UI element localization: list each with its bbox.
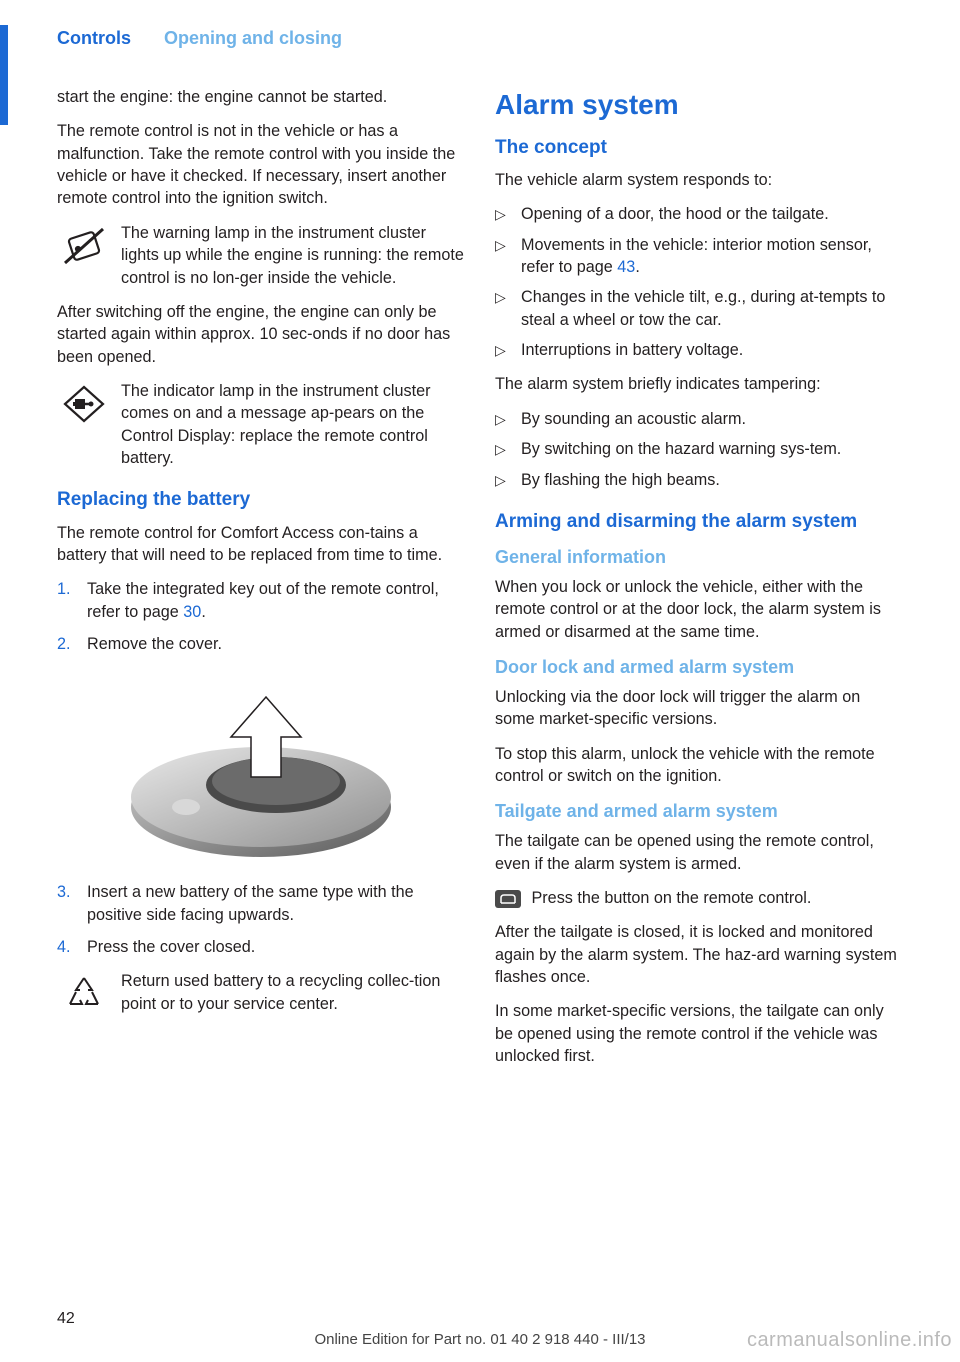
header-sub: Opening and closing bbox=[164, 28, 342, 48]
body-text: After the tailgate is closed, it is lock… bbox=[495, 921, 903, 988]
bullet-icon: ▷ bbox=[495, 469, 521, 491]
bullet-icon: ▷ bbox=[495, 408, 521, 430]
remote-cover-figure bbox=[57, 667, 465, 867]
list-item: 2. Remove the cover. bbox=[57, 633, 465, 655]
bullet-icon: ▷ bbox=[495, 286, 521, 331]
right-column: Alarm system The concept The vehicle ala… bbox=[495, 86, 903, 1079]
heading-general-info: General information bbox=[495, 545, 903, 570]
bullet-icon: ▷ bbox=[495, 339, 521, 361]
side-tab bbox=[0, 25, 8, 125]
step-text: Insert a new battery of the same type wi… bbox=[87, 881, 465, 926]
page-ref[interactable]: 30 bbox=[183, 603, 201, 621]
step-number: 3. bbox=[57, 881, 87, 926]
body-text: Unlocking via the door lock will trigger… bbox=[495, 686, 903, 731]
list-item: ▷Movements in the vehicle: interior moti… bbox=[495, 234, 903, 279]
step-number: 4. bbox=[57, 936, 87, 958]
body-text: The vehicle alarm system responds to: bbox=[495, 169, 903, 191]
page-header: Controls Opening and closing bbox=[57, 28, 342, 49]
body-text: In some market-specific versions, the ta… bbox=[495, 1000, 903, 1067]
recycle-icon bbox=[57, 970, 111, 1018]
steps-list-cont: 3. Insert a new battery of the same type… bbox=[57, 881, 465, 958]
bullet-icon: ▷ bbox=[495, 203, 521, 225]
warning-text: The warning lamp in the instrument clust… bbox=[121, 222, 465, 289]
list-item: ▷By flashing the high beams. bbox=[495, 469, 903, 491]
list-item: ▷Changes in the vehicle tilt, e.g., duri… bbox=[495, 286, 903, 331]
left-column: start the engine: the engine cannot be s… bbox=[57, 86, 465, 1079]
bullet-icon: ▷ bbox=[495, 438, 521, 460]
indicator-block: The indicator lamp in the instrument clu… bbox=[57, 380, 465, 469]
heading-alarm-system: Alarm system bbox=[495, 86, 903, 125]
heading-door-lock: Door lock and armed alarm system bbox=[495, 655, 903, 680]
step-number: 2. bbox=[57, 633, 87, 655]
steps-list: 1. Take the integrated key out of the re… bbox=[57, 578, 465, 655]
body-text: To stop this alarm, unlock the vehicle w… bbox=[495, 743, 903, 788]
recycle-text: Return used battery to a recycling colle… bbox=[121, 970, 465, 1015]
heading-arming: Arming and disarming the alarm system bbox=[495, 509, 903, 535]
page-ref[interactable]: 43 bbox=[617, 258, 635, 276]
body-text: The alarm system briefly indicates tampe… bbox=[495, 373, 903, 395]
battery-key-icon bbox=[57, 380, 111, 428]
body-text: The remote control is not in the vehicle… bbox=[57, 120, 465, 209]
body-text: After switching off the engine, the engi… bbox=[57, 301, 465, 368]
step-text: Take the integrated key out of the remot… bbox=[87, 578, 465, 623]
recycle-block: Return used battery to a recycling colle… bbox=[57, 970, 465, 1018]
list-text: Movements in the vehicle: interior motio… bbox=[521, 234, 903, 279]
heading-concept: The concept bbox=[495, 135, 903, 161]
header-main: Controls bbox=[57, 28, 131, 48]
list-text: Interruptions in battery voltage. bbox=[521, 339, 743, 361]
body-text: When you lock or unlock the vehicle, eit… bbox=[495, 576, 903, 643]
remote-slash-icon bbox=[57, 222, 111, 270]
step-number: 1. bbox=[57, 578, 87, 623]
watermark: carmanualsonline.info bbox=[747, 1329, 952, 1352]
tamper-list: ▷By sounding an acoustic alarm. ▷By swit… bbox=[495, 408, 903, 491]
list-item: ▷By sounding an acoustic alarm. bbox=[495, 408, 903, 430]
list-item: 3. Insert a new battery of the same type… bbox=[57, 881, 465, 926]
body-text: The tailgate can be opened using the rem… bbox=[495, 830, 903, 875]
list-text: Changes in the vehicle tilt, e.g., durin… bbox=[521, 286, 903, 331]
list-item: 1. Take the integrated key out of the re… bbox=[57, 578, 465, 623]
list-text: Opening of a door, the hood or the tailg… bbox=[521, 203, 829, 225]
list-item: ▷Interruptions in battery voltage. bbox=[495, 339, 903, 361]
bullet-icon: ▷ bbox=[495, 234, 521, 279]
remote-button-icon bbox=[495, 890, 521, 908]
list-text: By sounding an acoustic alarm. bbox=[521, 408, 746, 430]
list-item: ▷Opening of a door, the hood or the tail… bbox=[495, 203, 903, 225]
heading-replacing-battery: Replacing the battery bbox=[57, 487, 465, 513]
step-text: Press the cover closed. bbox=[87, 936, 255, 958]
body-text: Press the button on the remote control. bbox=[495, 887, 903, 909]
concept-list: ▷Opening of a door, the hood or the tail… bbox=[495, 203, 903, 361]
heading-tailgate: Tailgate and armed alarm system bbox=[495, 799, 903, 824]
step-text: Remove the cover. bbox=[87, 633, 222, 655]
content-area: start the engine: the engine cannot be s… bbox=[57, 86, 903, 1079]
list-item: ▷By switching on the hazard warning sys‐… bbox=[495, 438, 903, 460]
body-text: start the engine: the engine cannot be s… bbox=[57, 86, 465, 108]
list-item: 4. Press the cover closed. bbox=[57, 936, 465, 958]
list-text: By flashing the high beams. bbox=[521, 469, 720, 491]
body-text: The remote control for Comfort Access co… bbox=[57, 522, 465, 567]
page-number: 42 bbox=[57, 1310, 75, 1328]
list-text: By switching on the hazard warning sys‐t… bbox=[521, 438, 841, 460]
indicator-text: The indicator lamp in the instrument clu… bbox=[121, 380, 465, 469]
warning-block: The warning lamp in the instrument clust… bbox=[57, 222, 465, 289]
button-instruction: Press the button on the remote control. bbox=[527, 889, 811, 907]
